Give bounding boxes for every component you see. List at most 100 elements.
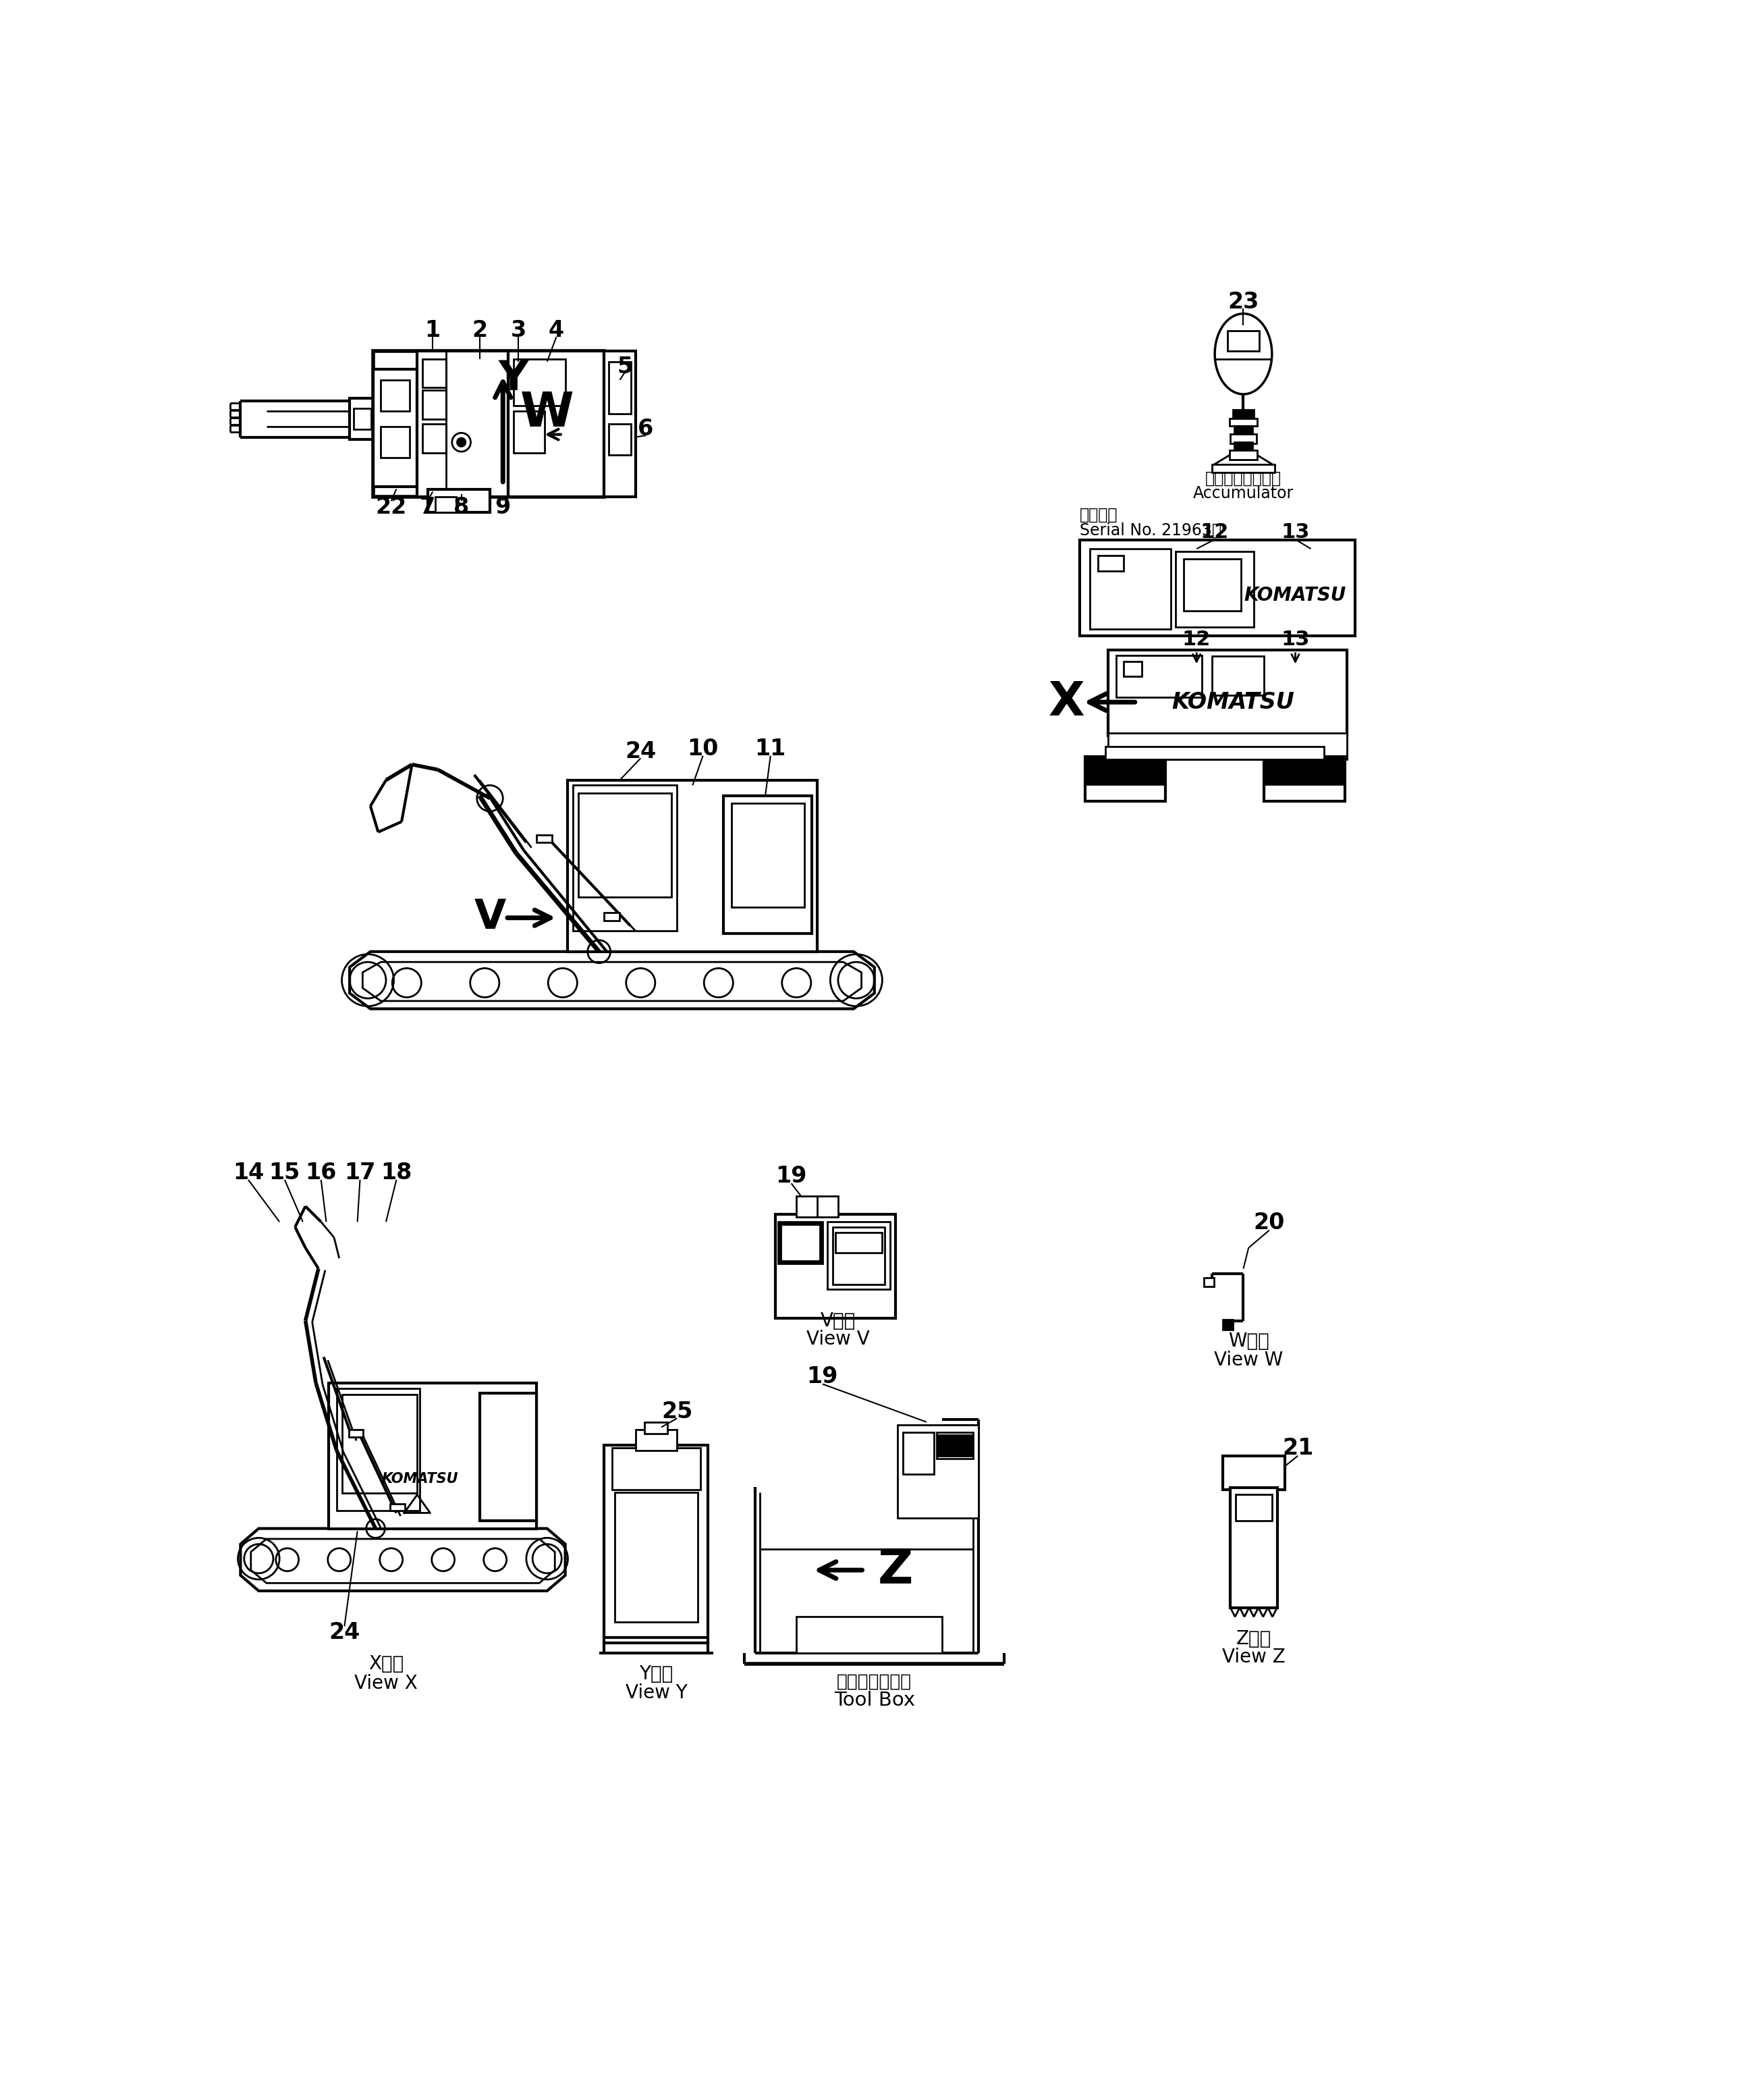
- Polygon shape: [363, 962, 861, 1002]
- Bar: [337, 1387, 420, 1510]
- Bar: [390, 1504, 404, 1510]
- Bar: [1265, 756, 1344, 800]
- Text: Accumulator: Accumulator: [1192, 485, 1293, 502]
- Bar: [1106, 746, 1325, 760]
- Bar: [328, 1383, 536, 1529]
- Polygon shape: [349, 952, 875, 1008]
- Bar: [609, 425, 632, 456]
- Bar: [342, 1394, 416, 1494]
- Bar: [1235, 1496, 1272, 1521]
- Polygon shape: [240, 1529, 564, 1591]
- Text: 16: 16: [305, 1162, 337, 1183]
- Text: View X: View X: [355, 1675, 418, 1693]
- Bar: [372, 352, 605, 498]
- Bar: [646, 1423, 667, 1433]
- Text: 12: 12: [1201, 523, 1230, 542]
- Text: 23: 23: [1228, 292, 1259, 312]
- Text: 6: 6: [639, 419, 654, 440]
- Bar: [938, 1435, 972, 1456]
- Bar: [797, 1616, 942, 1654]
- Text: X: X: [1048, 679, 1085, 725]
- Bar: [579, 794, 672, 898]
- Bar: [836, 1233, 882, 1254]
- Bar: [1097, 556, 1124, 571]
- Bar: [827, 1223, 891, 1289]
- Bar: [1230, 433, 1256, 444]
- Text: 14: 14: [233, 1162, 265, 1183]
- Text: 適用号機: 適用号機: [1080, 506, 1118, 523]
- Text: 25: 25: [662, 1400, 693, 1423]
- Bar: [612, 1448, 700, 1489]
- Text: 2: 2: [471, 319, 487, 342]
- Bar: [1228, 331, 1259, 352]
- Text: V　視: V 視: [820, 1310, 856, 1331]
- Text: アキュームレータ: アキュームレータ: [1205, 471, 1281, 487]
- Text: 24: 24: [624, 739, 656, 762]
- Bar: [573, 785, 677, 931]
- Bar: [614, 1491, 699, 1623]
- Text: View Y: View Y: [624, 1683, 688, 1702]
- Text: 12: 12: [1182, 629, 1210, 650]
- Bar: [513, 358, 564, 406]
- Bar: [1222, 1319, 1233, 1329]
- Text: Z　視: Z 視: [1237, 1629, 1272, 1648]
- Text: ツールボックス: ツールボックス: [836, 1673, 912, 1691]
- Bar: [605, 352, 635, 498]
- Text: Z: Z: [877, 1548, 914, 1593]
- Bar: [381, 427, 409, 458]
- Bar: [937, 1433, 974, 1458]
- Bar: [381, 379, 409, 410]
- Bar: [609, 362, 632, 415]
- Text: 5: 5: [617, 356, 633, 377]
- Text: 24: 24: [328, 1621, 360, 1643]
- Bar: [776, 1214, 894, 1319]
- Bar: [508, 352, 605, 498]
- Text: 3: 3: [510, 319, 526, 342]
- Bar: [781, 1225, 820, 1260]
- Text: 9: 9: [496, 496, 512, 519]
- Text: View Z: View Z: [1222, 1648, 1286, 1666]
- Text: W　視: W 視: [1228, 1331, 1268, 1352]
- Bar: [427, 490, 490, 512]
- Bar: [436, 498, 457, 512]
- Text: 1: 1: [425, 319, 441, 342]
- Bar: [349, 398, 376, 440]
- Bar: [898, 1425, 979, 1519]
- Text: 15: 15: [270, 1162, 300, 1183]
- Text: 13: 13: [1281, 523, 1309, 542]
- Bar: [903, 1433, 935, 1475]
- Bar: [355, 408, 372, 429]
- Bar: [1085, 756, 1166, 800]
- Bar: [797, 1196, 838, 1216]
- Bar: [605, 912, 619, 921]
- Text: 19: 19: [776, 1164, 806, 1187]
- Text: 20: 20: [1254, 1212, 1284, 1233]
- Text: 18: 18: [381, 1162, 413, 1183]
- Bar: [1230, 419, 1258, 427]
- Text: 17: 17: [344, 1162, 376, 1183]
- Text: Tool Box: Tool Box: [834, 1691, 916, 1710]
- Bar: [1233, 410, 1254, 419]
- Text: X　視: X 視: [369, 1654, 404, 1673]
- Text: W: W: [520, 390, 573, 437]
- Text: Serial No. 21963～: Serial No. 21963～: [1080, 523, 1221, 539]
- Text: V: V: [475, 898, 506, 937]
- Bar: [1222, 1456, 1284, 1489]
- Bar: [372, 369, 416, 487]
- Bar: [568, 781, 817, 952]
- Bar: [723, 796, 811, 933]
- Circle shape: [457, 437, 466, 446]
- Text: 8: 8: [453, 496, 469, 519]
- Bar: [778, 1223, 822, 1264]
- Text: 19: 19: [806, 1366, 838, 1387]
- Text: KOMATSU: KOMATSU: [1244, 585, 1346, 604]
- Bar: [1090, 548, 1171, 629]
- Bar: [1235, 442, 1252, 450]
- Bar: [1230, 1487, 1277, 1608]
- Bar: [635, 1429, 677, 1450]
- Bar: [422, 358, 446, 387]
- Text: Y: Y: [499, 358, 527, 398]
- Bar: [1108, 650, 1348, 735]
- Text: 21: 21: [1282, 1437, 1314, 1458]
- Bar: [732, 804, 804, 908]
